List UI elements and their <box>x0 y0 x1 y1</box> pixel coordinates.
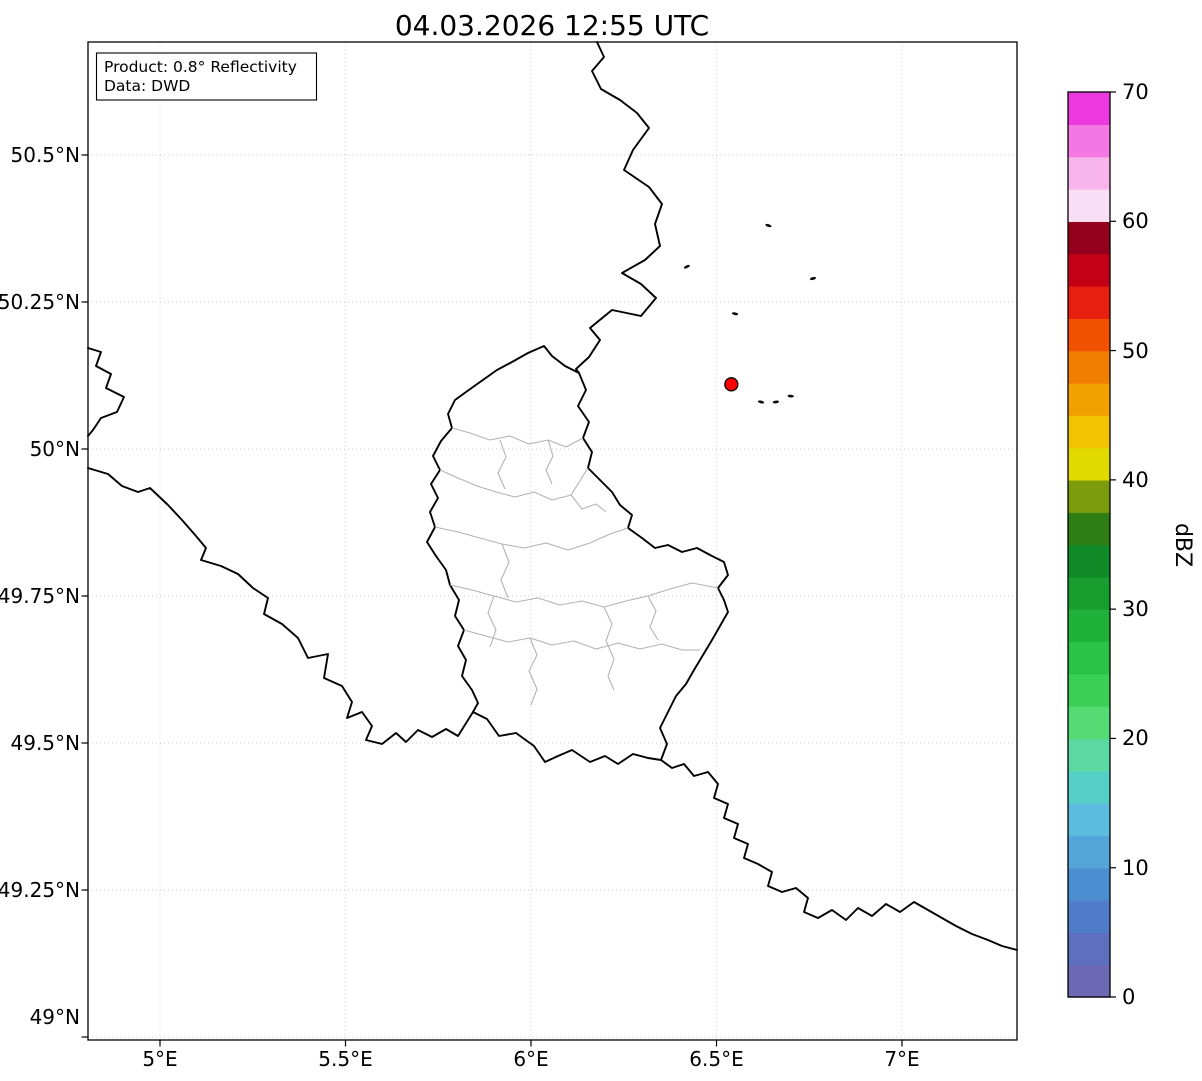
y-tick-label-49-25n: 49.25°N <box>0 878 80 902</box>
y-tick-label-50-5n: 50.5°N <box>11 143 81 167</box>
canton-border <box>528 637 538 706</box>
radar-echo-speck <box>787 394 794 398</box>
country-borders <box>87 41 1018 951</box>
radar-echo-speck <box>757 400 765 404</box>
colorbar-segment <box>1068 318 1110 352</box>
border-france-germany <box>660 759 1018 951</box>
colorbar-segment <box>1068 188 1110 222</box>
canton-border <box>603 606 615 691</box>
info-box-data-line: Data: DWD <box>104 77 190 95</box>
radar-echo-speck <box>683 264 690 269</box>
axis-tick-marks <box>81 154 903 1047</box>
colorbar-segments <box>1068 92 1110 998</box>
colorbar-tick-10: 10 <box>1122 856 1149 880</box>
colorbar-segment <box>1068 770 1110 804</box>
colorbar-unit-label: dBZ <box>1170 523 1195 567</box>
y-tick-label-49n: 49°N <box>30 1005 80 1029</box>
y-tick-label-50-25n: 50.25°N <box>0 290 80 314</box>
radar-echo-marks <box>683 223 817 404</box>
colorbar-tick-marks <box>1110 91 1116 998</box>
colorbar-tick-30: 30 <box>1122 597 1149 621</box>
colorbar-segment <box>1068 835 1110 869</box>
colorbar-segment <box>1068 512 1110 546</box>
canton-border <box>487 595 497 648</box>
info-box-product-line: Product: 0.8° Reflectivity <box>104 58 297 76</box>
x-tick-label-6-5e: 6.5°E <box>689 1047 743 1071</box>
colorbar-segment <box>1068 221 1110 255</box>
colorbar-segment <box>1068 285 1110 319</box>
radar-echo-speck <box>772 400 780 404</box>
colorbar-segment <box>1068 867 1110 901</box>
colorbar-tick-70: 70 <box>1122 80 1149 104</box>
y-tick-label-49-75n: 49.75°N <box>0 584 80 608</box>
radar-echo-speck <box>731 312 739 316</box>
colorbar-segment <box>1068 576 1110 610</box>
plot-title: 04.03.2026 12:55 UTC <box>395 9 709 42</box>
colorbar-segment <box>1068 803 1110 837</box>
info-box <box>95 52 318 101</box>
colorbar-tick-40: 40 <box>1122 468 1149 492</box>
plot-frame <box>87 41 1018 1041</box>
x-tick-label-5e: 5°E <box>142 1047 177 1071</box>
canton-border <box>439 467 589 501</box>
canton-border <box>497 439 507 490</box>
canton-border <box>451 427 584 448</box>
radar-marker-dot <box>724 377 739 392</box>
y-tick-label-49-5n: 49.5°N <box>11 731 81 755</box>
canton-border <box>545 439 554 485</box>
colorbar-segment <box>1068 706 1110 740</box>
canton-border <box>463 629 700 651</box>
canton-border <box>647 595 659 641</box>
border-belgium-germany <box>575 41 663 374</box>
colorbar-segment <box>1068 124 1110 158</box>
radar-echo-speck <box>809 276 817 281</box>
colorbar-segment <box>1068 92 1110 126</box>
colorbar-segment <box>1068 900 1110 934</box>
canton-border <box>434 526 629 551</box>
border-luxembourg <box>426 345 729 765</box>
colorbar-segment <box>1068 350 1110 384</box>
colorbar-segment <box>1068 253 1110 287</box>
border-givet-salient <box>87 347 125 437</box>
colorbar-segment <box>1068 932 1110 966</box>
colorbar-tick-50: 50 <box>1122 339 1149 363</box>
colorbar-segment <box>1068 544 1110 578</box>
canton-borders <box>434 427 719 706</box>
colorbar-segment <box>1068 609 1110 643</box>
colorbar-segment <box>1068 673 1110 707</box>
colorbar-segment <box>1068 156 1110 190</box>
colorbar-tick-60: 60 <box>1122 209 1149 233</box>
canton-border <box>500 543 510 599</box>
colorbar-segment <box>1068 641 1110 675</box>
colorbar-outline <box>1067 91 1111 998</box>
x-tick-label-6e: 6°E <box>513 1047 548 1071</box>
colorbar-segment <box>1068 415 1110 449</box>
colorbar-segment <box>1068 479 1110 513</box>
colorbar-segment <box>1068 964 1110 998</box>
x-tick-label-7e: 7°E <box>884 1047 919 1071</box>
colorbar-segment <box>1068 382 1110 416</box>
colorbar-tick-20: 20 <box>1122 726 1149 750</box>
colorbar-segment <box>1068 738 1110 772</box>
colorbar-tick-0: 0 <box>1122 985 1135 1009</box>
radar-echo-speck <box>765 223 772 228</box>
x-tick-label-5-5e: 5.5°E <box>318 1047 372 1071</box>
canton-border <box>570 494 607 513</box>
border-belgium-france <box>87 467 474 745</box>
colorbar-segment <box>1068 447 1110 481</box>
y-tick-label-50n: 50°N <box>30 437 80 461</box>
gridlines <box>88 42 1017 1040</box>
